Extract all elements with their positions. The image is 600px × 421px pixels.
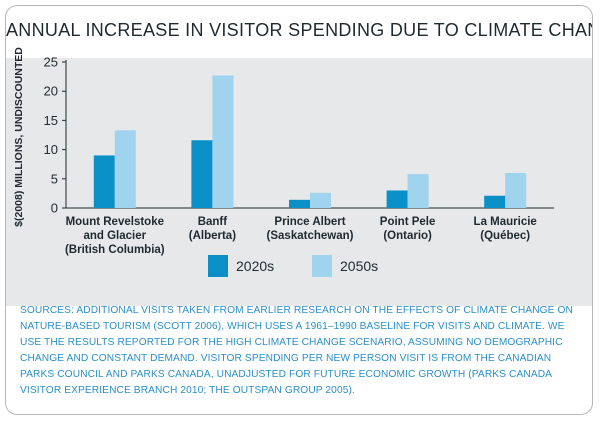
chart-card: ANNUAL INCREASE IN VISITOR SPENDING DUE … bbox=[5, 5, 593, 415]
legend-label-2050s: 2050s bbox=[340, 258, 378, 274]
y-axis-label: $(2008) MILLIONS, UNDISCOUNTED bbox=[13, 47, 25, 227]
x-category-label: (Québec) bbox=[480, 230, 530, 242]
bar-2020s-1 bbox=[191, 140, 213, 208]
bar-chart: 0 5 10 15 20 25 $(2008) MILLIONS, UNDISCOUNTED… bbox=[13, 47, 554, 277]
x-category-label: Prince Albert bbox=[274, 216, 345, 228]
x-category-label: (Ontario) bbox=[383, 230, 432, 242]
bar-2050s-1 bbox=[212, 75, 234, 208]
x-category-label: (Alberta) bbox=[189, 230, 236, 242]
sources-note: SOURCES: ADDITIONAL VISITS TAKEN FROM EA… bbox=[20, 305, 573, 396]
x-category-label: Mount Revelstoke bbox=[66, 216, 164, 228]
x-category-label: (Saskatchewan) bbox=[267, 230, 354, 242]
bar-2020s-3 bbox=[386, 190, 408, 208]
y-tick-label: 5 bbox=[51, 171, 58, 186]
bar-2050s-0 bbox=[114, 130, 136, 208]
bar-2050s-3 bbox=[407, 174, 429, 208]
x-category-label: (British Columbia) bbox=[65, 244, 165, 256]
x-category-label: La Mauricie bbox=[474, 216, 537, 228]
x-category-label: Point Pele bbox=[380, 216, 436, 228]
bar-2050s-2 bbox=[310, 192, 331, 208]
bar-2020s-4 bbox=[484, 195, 506, 208]
x-category-label: Banff bbox=[198, 216, 228, 228]
y-tick-label: 0 bbox=[51, 201, 58, 216]
legend-swatch-2020s bbox=[208, 255, 228, 277]
y-tick-label: 20 bbox=[44, 84, 58, 99]
chart-title: ANNUAL INCREASE IN VISITOR SPENDING DUE … bbox=[6, 20, 593, 40]
bar-2020s-0 bbox=[93, 155, 115, 208]
y-tick-label: 25 bbox=[44, 55, 58, 70]
legend-swatch-2050s bbox=[312, 255, 332, 277]
legend-label-2020s: 2020s bbox=[236, 258, 274, 274]
x-category-label: and Glacier bbox=[83, 230, 146, 242]
bar-2050s-4 bbox=[505, 172, 527, 208]
y-tick-label: 10 bbox=[44, 142, 58, 157]
y-tick-label: 15 bbox=[44, 113, 58, 128]
bar-2020s-2 bbox=[289, 199, 310, 208]
